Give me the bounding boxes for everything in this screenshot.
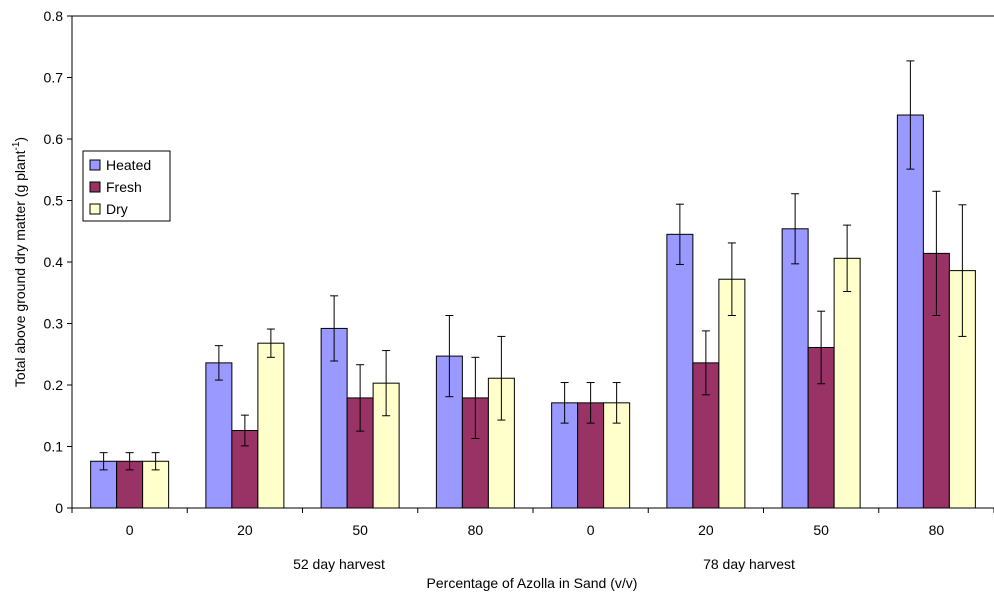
error-bars-layer [99, 60, 967, 471]
legend-label-fresh: Fresh [106, 179, 142, 195]
bar-dry-6 [833, 257, 861, 509]
bar-heated-1 [205, 362, 233, 509]
y-tick-label-7: 0.7 [44, 70, 64, 86]
y-tick-label-2: 0.2 [44, 377, 64, 393]
y-tick-label-5: 0.5 [44, 193, 64, 209]
y-tick-label-0: 0 [55, 500, 63, 516]
bar-dry-5 [718, 278, 746, 509]
legend-swatch-dry [89, 203, 101, 215]
bar-dry-1 [257, 342, 285, 509]
x-tick-label-1: 20 [237, 522, 253, 538]
labels-layer: Percentage of Azolla in Sand (v/v) 52 da… [11, 137, 795, 591]
x-tick-label-7: 80 [929, 522, 945, 538]
x-tick-label-2: 50 [352, 522, 368, 538]
legend-swatch-heated [89, 159, 101, 171]
y-tick-label-3: 0.3 [44, 316, 64, 332]
y-axis-title: Total above ground dry matter (g plant-1… [11, 137, 28, 387]
y-tick-label-1: 0.1 [44, 439, 64, 455]
y-axis-title-main: Total above ground dry matter (g plant [12, 150, 28, 387]
x-tick-label-4: 0 [587, 522, 595, 538]
x-tick-label-0: 0 [126, 522, 134, 538]
bar-heated-5 [666, 233, 694, 509]
legend-swatch-fresh [89, 181, 101, 193]
bar-heated-7 [896, 114, 924, 509]
x-tick-label-6: 50 [813, 522, 829, 538]
x-axis-title: Percentage of Azolla in Sand (v/v) [427, 575, 638, 591]
y-tick-label-6: 0.6 [44, 131, 64, 147]
y-tick-label-4: 0.4 [44, 254, 64, 270]
bars-layer [90, 114, 976, 509]
legend-label-dry: Dry [106, 201, 128, 217]
legend: Heated Fresh Dry [82, 150, 171, 222]
axes-layer: 0 0.1 0.2 0.3 0.4 0.5 0.6 0.7 0.8 0 20 50 80 0 20 50 80 [44, 8, 994, 538]
x-tick-label-3: 80 [468, 522, 484, 538]
x-tick-label-5: 20 [698, 522, 714, 538]
group-label-52-day: 52 day harvest [293, 556, 385, 572]
group-label-78-day: 78 day harvest [703, 556, 795, 572]
bar-heated-6 [781, 228, 809, 509]
y-tick-label-8: 0.8 [44, 8, 64, 24]
y-axis-title-suffix: ) [12, 137, 28, 142]
legend-label-heated: Heated [106, 157, 151, 173]
y-axis-title-exponent: -1 [11, 141, 22, 150]
